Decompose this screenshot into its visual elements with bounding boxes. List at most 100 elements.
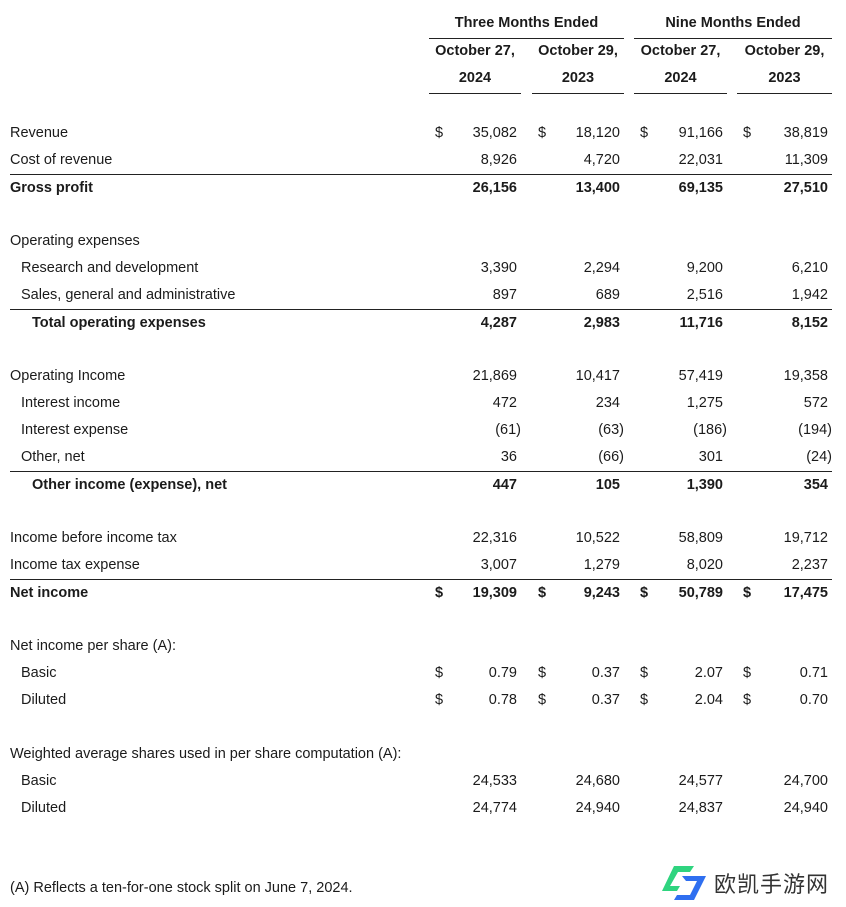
- value-cell: 19,712: [737, 525, 832, 552]
- table-row: Diluted 24,774 24,940 24,837 24,940: [0, 795, 846, 822]
- value: 0.71: [799, 665, 828, 681]
- value-cell: 19,358: [737, 363, 832, 390]
- currency-symbol: $: [640, 665, 649, 681]
- value-cell: $0.78: [429, 687, 521, 714]
- value-cell: 11,716: [634, 310, 727, 337]
- value-cell: 1,279: [532, 552, 624, 579]
- spacer-row: [0, 714, 846, 741]
- value-cell: $0.37: [532, 687, 624, 714]
- value: 9,200: [686, 260, 723, 276]
- value-cell: $2.04: [634, 687, 727, 714]
- value-cell: 8,020: [634, 552, 727, 579]
- value: 91,166: [678, 125, 723, 141]
- value-cell: 1,275: [634, 390, 727, 417]
- value-cell: 1,942: [737, 282, 832, 309]
- value-cell: 2,294: [532, 255, 624, 282]
- currency-symbol: $: [435, 585, 444, 601]
- table-row: Net income per share (A):: [0, 633, 846, 660]
- value: 447: [492, 477, 517, 493]
- column-header-group-three-months: Three Months Ended: [454, 15, 599, 31]
- value: 10,417: [575, 368, 620, 384]
- value: 9,243: [583, 585, 620, 601]
- table-row: Basic 24,533 24,680 24,577 24,700: [0, 768, 846, 795]
- value-cell: 3,007: [429, 552, 521, 579]
- value: 24,774: [472, 800, 517, 816]
- column-header-year: 2024: [664, 70, 697, 86]
- value-cell: $91,166: [634, 120, 727, 147]
- value: 301: [698, 449, 723, 465]
- value: (61): [495, 422, 521, 438]
- value: 0.37: [591, 692, 620, 708]
- value: 4,720: [583, 152, 620, 168]
- value: 1,279: [583, 557, 620, 573]
- column-rule: [429, 93, 521, 94]
- row-label: Other, net: [21, 449, 85, 465]
- column-header-year: 2023: [768, 70, 801, 86]
- currency-symbol: $: [640, 692, 649, 708]
- value-cell: 689: [532, 282, 624, 309]
- table-row: Cost of revenue 8,926 4,720 22,031 11,309: [0, 147, 846, 174]
- table-row: Revenue $35,082 $18,120 $91,166 $38,819: [0, 120, 846, 147]
- row-label: Interest expense: [21, 422, 129, 438]
- value: 69,135: [678, 180, 723, 196]
- value: 354: [803, 477, 828, 493]
- value: 0.78: [488, 692, 517, 708]
- value: 57,419: [678, 368, 723, 384]
- value-cell: 354: [737, 472, 832, 499]
- value-cell: $0.71: [737, 660, 832, 687]
- value: 2,983: [583, 315, 620, 331]
- value: 0.70: [799, 692, 828, 708]
- value-cell: 24,774: [429, 795, 521, 822]
- table-row: Net income $19,309 $9,243 $50,789 $17,475: [10, 579, 832, 606]
- value: 11,716: [679, 315, 723, 331]
- currency-symbol: $: [538, 585, 547, 601]
- table-row: Interest income 472 234 1,275 572: [0, 390, 846, 417]
- value: 36: [500, 449, 517, 465]
- value: 234: [595, 395, 620, 411]
- column-header-date: October 27,: [435, 43, 515, 59]
- value: 24,837: [678, 800, 723, 816]
- row-label: Diluted: [21, 692, 67, 708]
- value-cell: 57,419: [634, 363, 727, 390]
- value-cell: 2,237: [737, 552, 832, 579]
- value-cell: 1,390: [634, 472, 727, 499]
- value: 3,007: [480, 557, 517, 573]
- column-rule: [634, 93, 727, 94]
- row-label: Research and development: [21, 260, 199, 276]
- value: 2,237: [791, 557, 828, 573]
- value-cell: 447: [429, 472, 521, 499]
- row-label: Total operating expenses: [32, 315, 206, 331]
- row-label: Other income (expense), net: [32, 477, 227, 493]
- value-cell: 234: [532, 390, 624, 417]
- currency-symbol: $: [538, 665, 547, 681]
- row-label: Basic: [21, 665, 57, 681]
- value: 24,533: [472, 773, 517, 789]
- value-cell: 4,287: [429, 310, 521, 337]
- value-cell: (61): [429, 417, 521, 444]
- value: (63): [598, 422, 624, 438]
- group-rule: [429, 38, 624, 39]
- column-header-year: 2024: [458, 70, 492, 86]
- group-rule: [634, 38, 832, 39]
- value: 24,577: [678, 773, 723, 789]
- value-cell: 69,135: [634, 175, 727, 202]
- watermark-logo: 欧凯手游网: [660, 864, 829, 902]
- row-label: Income tax expense: [10, 557, 140, 573]
- value-cell: 2,983: [532, 310, 624, 337]
- value: 1,275: [686, 395, 723, 411]
- value-cell: (186): [634, 417, 727, 444]
- value-cell: 36: [429, 444, 521, 471]
- value: 38,819: [783, 125, 828, 141]
- value: 2.07: [694, 665, 723, 681]
- income-statement-table: Revenue $35,082 $18,120 $91,166 $38,819 Cost …: [0, 120, 846, 822]
- value: 0.37: [591, 665, 620, 681]
- value: 18,120: [575, 125, 620, 141]
- row-label: Weighted average shares used in per shar…: [10, 746, 402, 762]
- value: 472: [492, 395, 517, 411]
- value: 6,210: [791, 260, 828, 276]
- value: 8,926: [480, 152, 517, 168]
- value-cell: 22,031: [634, 147, 727, 174]
- value: 22,316: [472, 530, 517, 546]
- value-cell: $9,243: [532, 580, 624, 607]
- value: 11,309: [784, 152, 828, 168]
